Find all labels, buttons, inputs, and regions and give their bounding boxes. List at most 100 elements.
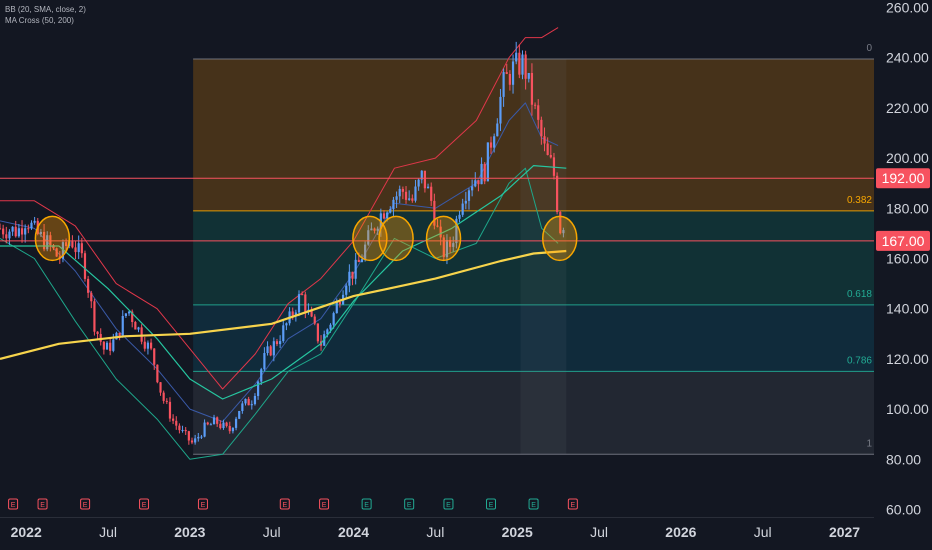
candle-body: [408, 198, 411, 200]
earnings-marker[interactable]: E: [279, 498, 290, 510]
candle-body: [190, 440, 194, 443]
candle-body: [105, 342, 109, 350]
candle-body: [404, 191, 408, 200]
earnings-marker-box: [443, 498, 454, 510]
candle-body: [131, 311, 134, 323]
earnings-marker[interactable]: E: [37, 498, 48, 510]
candle-body: [197, 436, 200, 439]
candle-body: [137, 327, 140, 330]
candle-body: [357, 259, 360, 262]
price-tick-label: 100.00: [886, 401, 929, 417]
candle-body: [168, 401, 172, 419]
candle-body: [165, 400, 168, 402]
candle-body: [222, 422, 225, 429]
fib-label-1: 1: [866, 438, 872, 449]
price-tick-label: 180.00: [886, 200, 929, 216]
indicator-ma-cross-label[interactable]: MA Cross (50, 200): [5, 16, 74, 25]
candle-body: [181, 429, 184, 431]
candle-body: [392, 199, 395, 210]
candle-body: [134, 322, 137, 330]
earnings-marker-box: [279, 498, 290, 510]
candle-body: [395, 196, 398, 200]
candle-body: [433, 200, 436, 226]
candle-body: [505, 72, 508, 74]
candle-body: [313, 316, 316, 324]
earnings-marker[interactable]: E: [443, 498, 454, 510]
candle-body: [11, 226, 14, 232]
candle-body: [486, 142, 489, 182]
candle-body: [521, 54, 524, 75]
horizontal-levels: [0, 177, 874, 242]
candle-body: [285, 323, 288, 326]
price-level-badges: 192.00 167.00: [876, 168, 930, 251]
candle-body: [442, 237, 445, 258]
candle-body: [49, 235, 52, 246]
earnings-marker-box: [528, 498, 539, 510]
time-axis[interactable]: 2022 Jul 2023 Jul 2024 Jul 2025 Jul 2026 Jul 2027: [11, 524, 861, 540]
bb-basis-line: [0, 102, 559, 423]
price-tick-label: 160.00: [886, 251, 929, 267]
fib-zone-0618-0786: [193, 304, 874, 372]
candle-body: [14, 226, 17, 237]
candle-body: [112, 339, 115, 351]
candle-body: [511, 61, 515, 85]
earnings-marker[interactable]: E: [80, 498, 91, 510]
candle-body: [216, 417, 219, 424]
earnings-marker-letter: E: [282, 502, 287, 509]
earnings-marker[interactable]: E: [319, 498, 330, 510]
candle-body: [256, 381, 260, 396]
candle-body: [461, 203, 464, 215]
time-tick-label: 2027: [829, 524, 860, 540]
earnings-marker[interactable]: E: [8, 498, 19, 510]
bb-upper-line: [0, 27, 559, 390]
earnings-marker-box: [404, 498, 415, 510]
time-tick-label: 2024: [338, 524, 369, 540]
earnings-marker-letter: E: [489, 502, 494, 509]
candle-body: [266, 346, 269, 354]
candle-body: [549, 154, 552, 158]
candle-body: [445, 239, 449, 258]
earnings-marker[interactable]: E: [486, 498, 497, 510]
candle-body: [225, 422, 228, 426]
ma-fast-line: [0, 165, 567, 400]
candle-body: [370, 228, 373, 231]
candle-body: [27, 228, 30, 230]
time-tick-label: Jul: [754, 524, 772, 540]
candle-body: [477, 180, 480, 185]
candle-body: [209, 424, 212, 426]
earnings-marker[interactable]: E: [404, 498, 415, 510]
candle-body: [496, 123, 499, 137]
candle-body: [99, 333, 102, 342]
candle-body: [489, 142, 493, 148]
earnings-marker-letter: E: [40, 502, 45, 509]
earnings-marker[interactable]: E: [197, 498, 208, 510]
candle-body: [301, 294, 304, 296]
earnings-marker-box: [139, 498, 150, 510]
candle-body: [140, 327, 143, 342]
earnings-marker[interactable]: E: [361, 498, 372, 510]
price-axis[interactable]: 260.00 240.00 220.00 200.00 180.00 160.00 140.…: [886, 0, 929, 517]
earnings-marker[interactable]: E: [528, 498, 539, 510]
time-tick-label: 2023: [174, 524, 205, 540]
candle-body: [439, 226, 442, 238]
earnings-marker[interactable]: E: [139, 498, 150, 510]
ma-slow-line: [0, 249, 567, 360]
circle-annotation: [378, 215, 414, 262]
candle-body: [389, 209, 392, 213]
candle-body: [562, 230, 565, 234]
candle-body: [77, 243, 80, 253]
candle-body: [480, 163, 483, 185]
candle-body: [493, 136, 496, 148]
fib-retracement: [193, 58, 874, 455]
earnings-marker[interactable]: E: [567, 498, 578, 510]
fib-zone-0-0382: [193, 58, 874, 211]
candle-body: [52, 245, 55, 249]
candle-body: [187, 431, 190, 441]
candle-body: [194, 438, 197, 443]
indicator-bb-label[interactable]: BB (20, SMA, close, 2): [5, 5, 86, 14]
candle-body: [414, 186, 417, 201]
candle-body: [540, 119, 543, 137]
candle-body: [386, 212, 389, 219]
candle-body: [272, 341, 275, 356]
